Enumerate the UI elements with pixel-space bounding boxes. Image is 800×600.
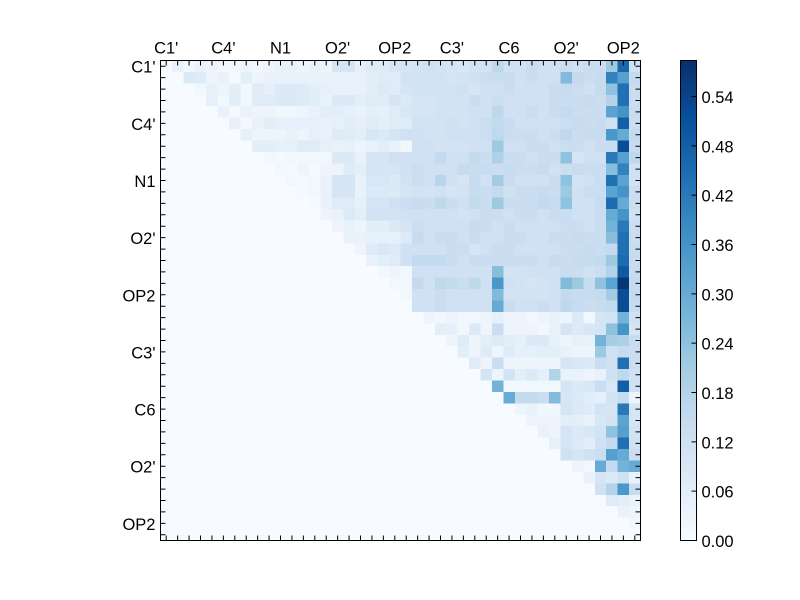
svg-text:0.12: 0.12 bbox=[702, 434, 734, 452]
svg-text:0.54: 0.54 bbox=[702, 89, 734, 107]
svg-text:0.36: 0.36 bbox=[702, 237, 734, 255]
svg-text:OP2: OP2 bbox=[122, 516, 155, 534]
svg-text:C1': C1' bbox=[131, 59, 155, 77]
svg-text:0.00: 0.00 bbox=[702, 533, 734, 551]
svg-text:C4': C4' bbox=[131, 116, 155, 134]
svg-text:0.48: 0.48 bbox=[702, 138, 734, 156]
svg-text:O2': O2' bbox=[130, 459, 155, 477]
svg-text:C4': C4' bbox=[211, 40, 235, 58]
svg-text:OP2: OP2 bbox=[122, 287, 155, 305]
svg-text:O2': O2' bbox=[554, 40, 579, 58]
svg-text:0.06: 0.06 bbox=[702, 484, 734, 502]
svg-text:OP2: OP2 bbox=[378, 40, 411, 58]
svg-text:0.42: 0.42 bbox=[702, 188, 734, 206]
svg-text:C3': C3' bbox=[440, 40, 464, 58]
svg-text:N1: N1 bbox=[134, 173, 155, 191]
svg-text:0.18: 0.18 bbox=[702, 385, 734, 403]
svg-text:O2': O2' bbox=[325, 40, 350, 58]
svg-text:C6: C6 bbox=[499, 40, 520, 58]
svg-text:O2': O2' bbox=[130, 230, 155, 248]
svg-text:C1': C1' bbox=[154, 40, 178, 58]
svg-text:OP2: OP2 bbox=[607, 40, 640, 58]
svg-text:N1: N1 bbox=[270, 40, 291, 58]
svg-text:0.30: 0.30 bbox=[702, 286, 734, 304]
svg-text:C3': C3' bbox=[131, 344, 155, 362]
svg-text:0.24: 0.24 bbox=[702, 336, 734, 354]
svg-text:C6: C6 bbox=[134, 402, 155, 420]
